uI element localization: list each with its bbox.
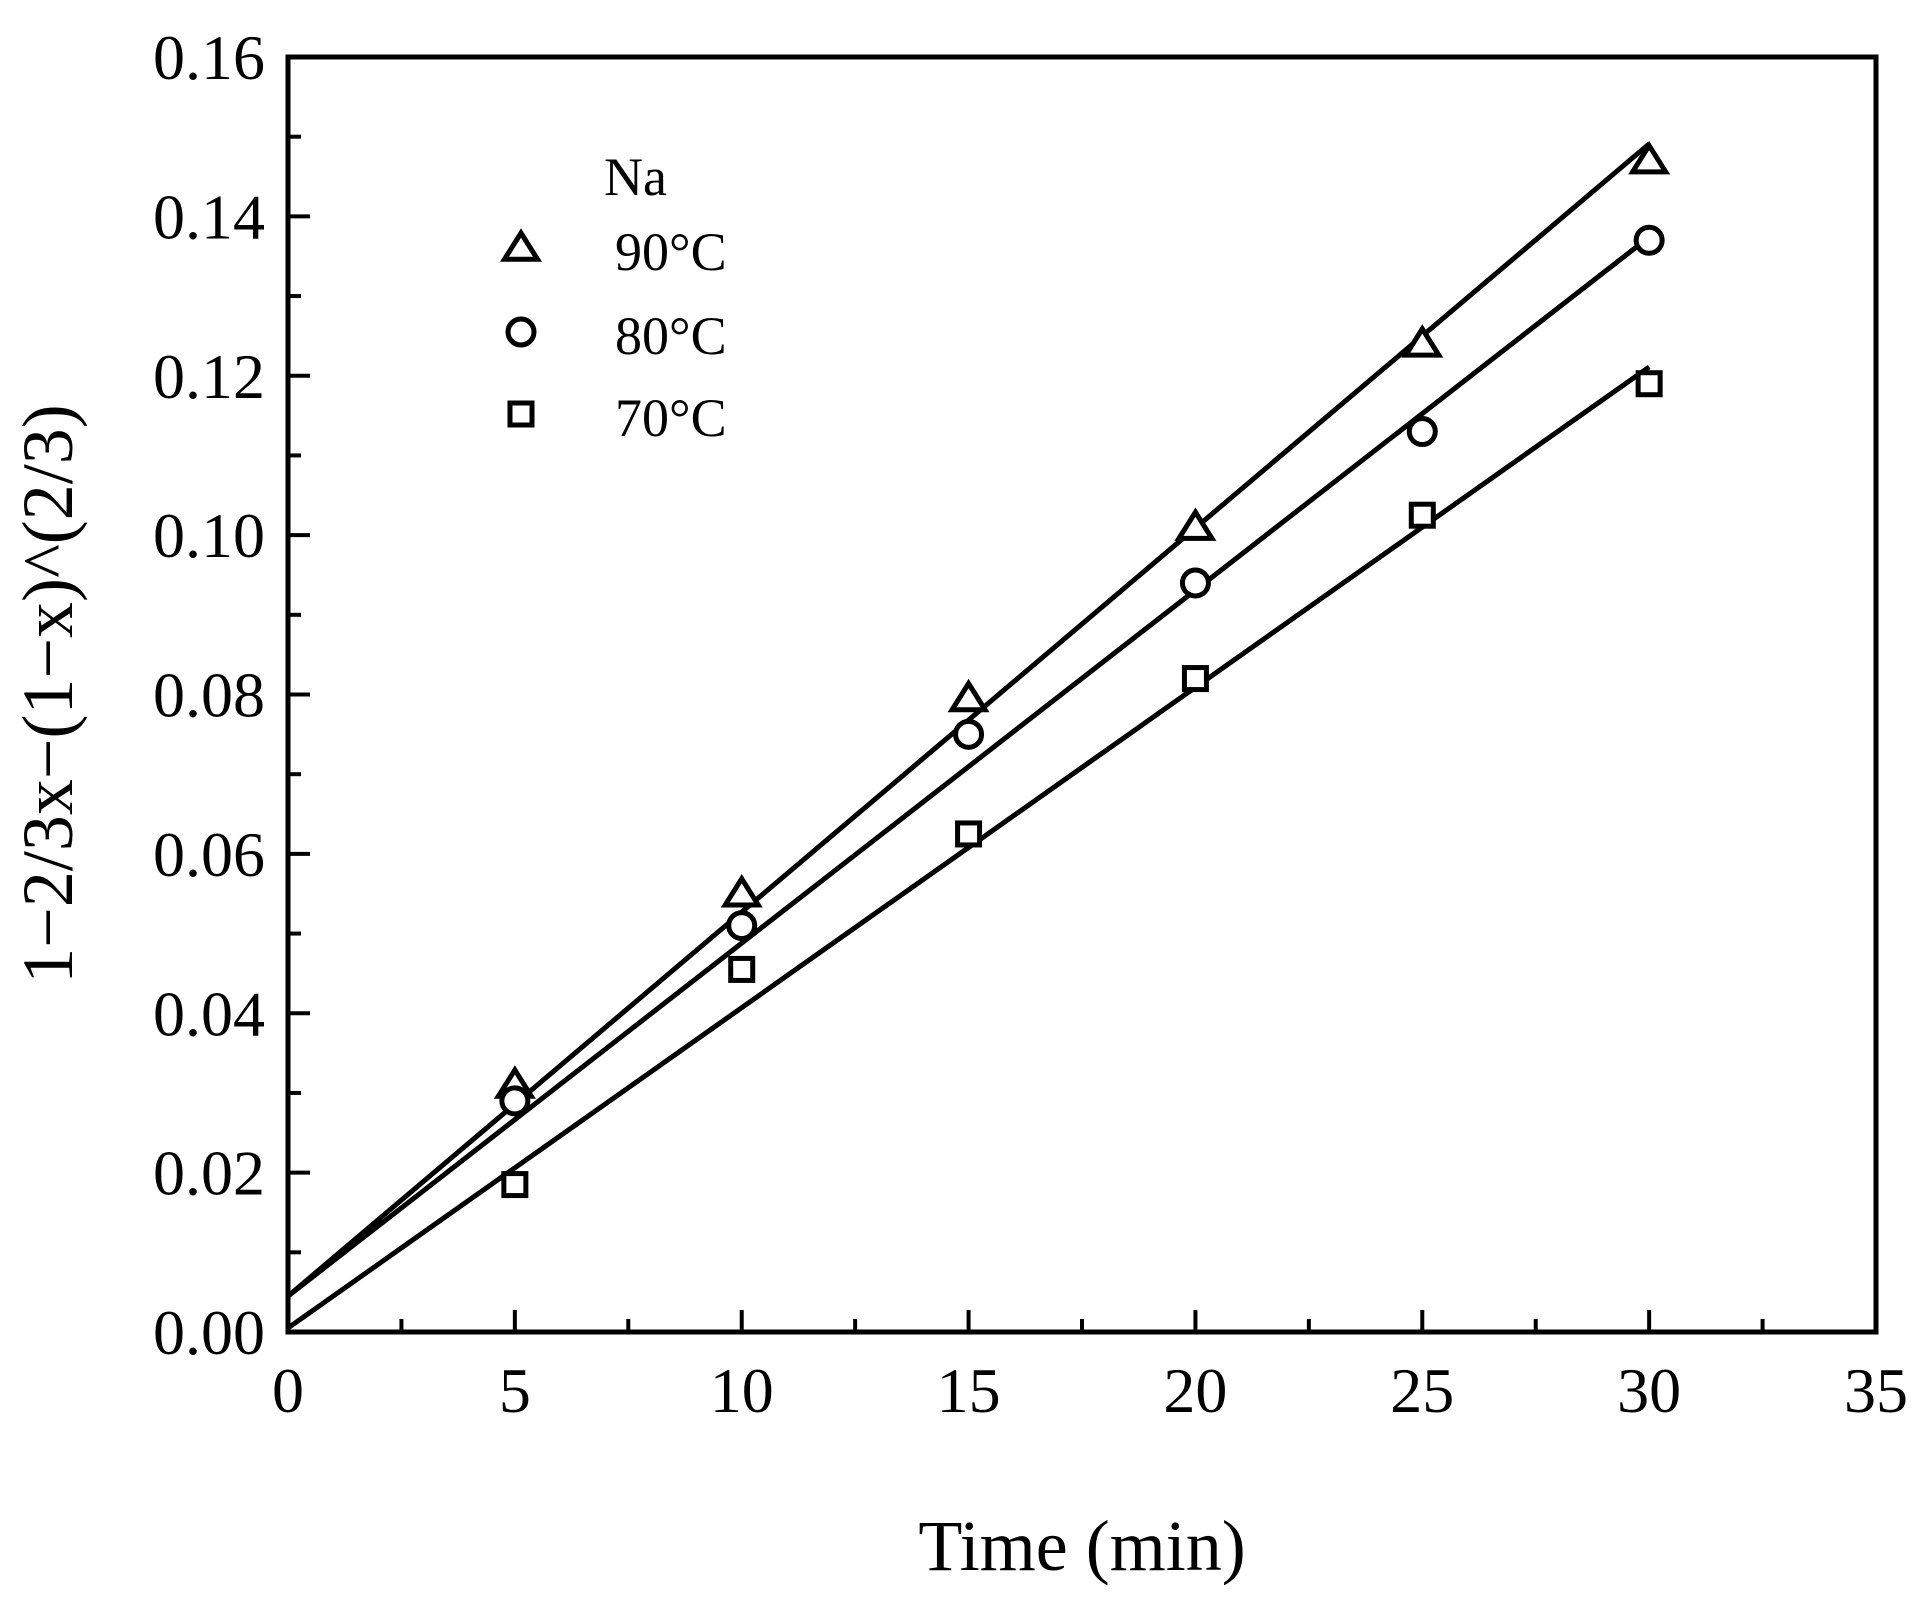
- x-tick-label: 0: [272, 1355, 304, 1426]
- data-point-circle: [499, 1085, 531, 1117]
- data-point-square: [1181, 665, 1209, 693]
- fit-line-square: [286, 364, 1651, 1331]
- data-point-triangle: [1628, 140, 1671, 175]
- y-tick-label: 0.02: [153, 1138, 265, 1209]
- legend-label-80c: 80°C: [615, 306, 727, 366]
- y-tick-labels: 0.00 0.02 0.04 0.06 0.08 0.10 0.12 0.14 0.16: [153, 22, 265, 1368]
- legend-label-90c: 90°C: [615, 222, 727, 282]
- legend-title: Na: [604, 147, 667, 207]
- data-point-triangle: [720, 874, 763, 908]
- y-tick-label: 0.14: [153, 181, 265, 252]
- data-point-triangle: [1174, 507, 1217, 541]
- data-point-square: [728, 955, 756, 983]
- legend-marker-triangle: [499, 228, 543, 262]
- fit-line-circle: [286, 235, 1651, 1299]
- data-point-circle: [953, 718, 985, 750]
- x-axis-title: Time (min): [918, 1506, 1245, 1586]
- data-point-square: [501, 1171, 529, 1199]
- y-tick-label: 0.00: [153, 1297, 265, 1368]
- data-point-triangle: [1401, 324, 1444, 358]
- data-point-square: [955, 820, 983, 848]
- x-tick-label: 5: [499, 1355, 531, 1426]
- data-point-circle: [1179, 567, 1211, 599]
- axis-ticks: [286, 55, 1878, 1334]
- data-point-circle: [1633, 224, 1665, 256]
- legend-marker-square: [507, 400, 535, 428]
- data-point-triangle: [947, 678, 990, 713]
- y-tick-label: 0.06: [153, 819, 265, 890]
- x-tick-label: 30: [1617, 1355, 1681, 1426]
- y-tick-label: 0.12: [153, 341, 265, 412]
- x-tick-label: 10: [710, 1355, 774, 1426]
- data-point-square: [1635, 370, 1663, 398]
- x-tick-label: 25: [1390, 1355, 1454, 1426]
- legend-marker-circle: [505, 316, 537, 348]
- y-tick-label: 0.16: [153, 22, 265, 93]
- y-axis-title: 1−2/3x−(1−x)^(2/3): [8, 404, 88, 984]
- legend: Na 90°C 80°C 70°C: [499, 147, 727, 448]
- x-tick-labels: 0 5 10 15 20 25 30 35: [272, 1355, 1908, 1426]
- data-point-square: [1408, 501, 1436, 529]
- x-tick-label: 15: [937, 1355, 1001, 1426]
- y-tick-label: 0.08: [153, 660, 265, 731]
- y-tick-label: 0.04: [153, 978, 265, 1049]
- x-tick-label: 20: [1163, 1355, 1227, 1426]
- data-point-circle: [726, 910, 758, 942]
- data-points: [493, 140, 1671, 1199]
- x-tick-label: 35: [1844, 1355, 1908, 1426]
- y-tick-label: 0.10: [153, 500, 265, 571]
- legend-markers: [499, 228, 543, 428]
- legend-label-70c: 70°C: [615, 388, 727, 448]
- data-point-circle: [1406, 416, 1438, 448]
